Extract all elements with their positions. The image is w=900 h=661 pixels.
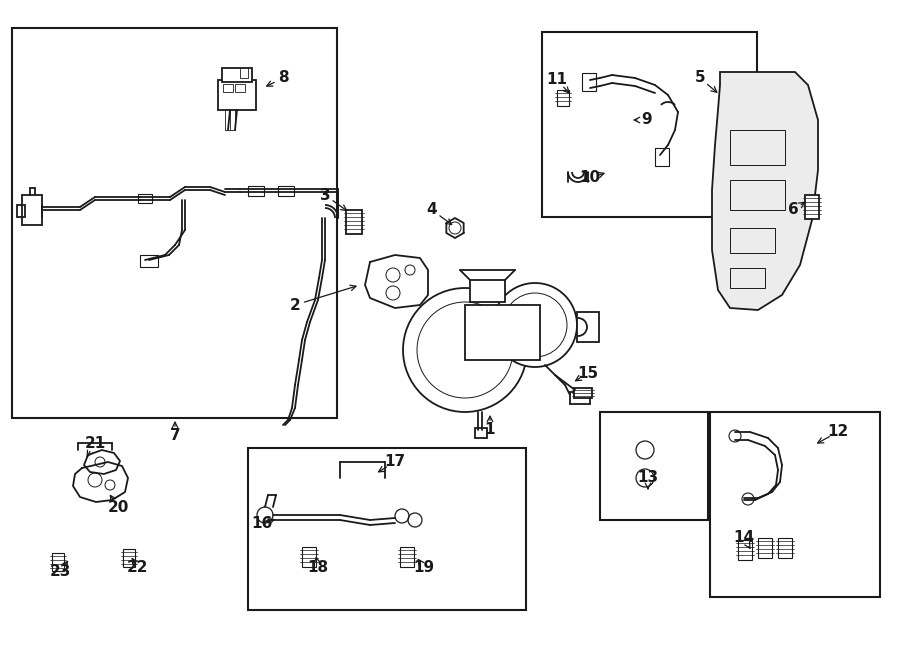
Bar (138, 194, 152, 203)
Bar (805, 195, 819, 219)
Text: 11: 11 (546, 73, 568, 87)
Bar (778, 538, 792, 558)
Bar (758, 538, 772, 558)
Bar (12, 28, 337, 418)
Bar (248, 448, 526, 610)
Text: 14: 14 (734, 531, 754, 545)
Bar (346, 210, 362, 234)
Text: 6: 6 (788, 202, 798, 217)
Bar (248, 186, 264, 196)
Text: 21: 21 (85, 436, 105, 451)
Bar (22, 195, 42, 225)
Text: 13: 13 (637, 471, 659, 485)
Bar (123, 549, 135, 567)
Text: 7: 7 (170, 428, 180, 444)
Text: 5: 5 (695, 71, 706, 85)
Circle shape (493, 283, 577, 367)
Text: 16: 16 (251, 516, 273, 531)
Text: 12: 12 (827, 424, 849, 440)
Bar (582, 73, 596, 91)
Text: 18: 18 (308, 561, 328, 576)
Text: 1: 1 (485, 422, 495, 438)
Bar (557, 90, 569, 106)
Bar (730, 130, 785, 165)
Bar (577, 312, 599, 342)
Bar (570, 392, 590, 404)
Bar (235, 84, 245, 92)
Text: 9: 9 (642, 112, 652, 128)
Bar (140, 255, 158, 267)
Text: 10: 10 (580, 171, 600, 186)
Bar (223, 84, 233, 92)
Bar (465, 305, 540, 360)
Bar (400, 547, 414, 567)
Circle shape (403, 288, 527, 412)
Bar (738, 540, 752, 560)
Text: 19: 19 (413, 561, 435, 576)
Bar (655, 148, 669, 166)
Bar (730, 268, 765, 288)
Text: 2: 2 (290, 297, 301, 313)
Text: 15: 15 (578, 366, 599, 381)
Bar (730, 180, 785, 210)
Text: 4: 4 (427, 202, 437, 217)
Polygon shape (712, 72, 818, 310)
Bar (222, 68, 252, 82)
Bar (542, 32, 757, 217)
Bar (475, 428, 487, 438)
Text: 20: 20 (107, 500, 129, 514)
Bar (730, 228, 775, 253)
Bar (574, 388, 592, 398)
Text: 3: 3 (320, 188, 330, 202)
Bar (470, 280, 505, 302)
Bar (600, 412, 708, 520)
Bar (240, 68, 248, 78)
Bar (218, 80, 256, 110)
Text: 8: 8 (278, 71, 288, 85)
Bar (278, 186, 294, 196)
Bar (302, 547, 316, 567)
Text: 22: 22 (127, 561, 148, 576)
Text: 23: 23 (50, 564, 71, 580)
Bar (52, 553, 64, 571)
Bar (17, 205, 25, 217)
Text: 17: 17 (384, 455, 406, 469)
Bar (710, 412, 880, 597)
